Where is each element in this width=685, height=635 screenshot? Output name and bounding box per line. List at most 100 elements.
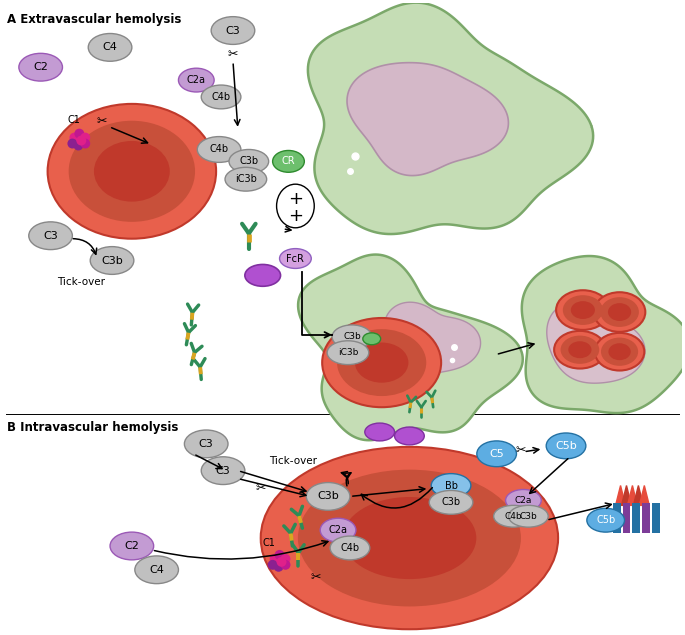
Text: C3b: C3b — [519, 512, 537, 521]
Ellipse shape — [29, 222, 73, 250]
Text: C2: C2 — [125, 541, 139, 551]
Text: Bb: Bb — [445, 481, 458, 490]
Ellipse shape — [601, 338, 638, 366]
Ellipse shape — [432, 474, 471, 497]
Text: CR: CR — [282, 156, 295, 166]
Ellipse shape — [355, 342, 408, 383]
Ellipse shape — [429, 490, 473, 514]
Text: C5: C5 — [489, 449, 504, 459]
Polygon shape — [634, 486, 643, 505]
Text: C3b: C3b — [101, 255, 123, 265]
Polygon shape — [616, 486, 625, 505]
Ellipse shape — [342, 497, 476, 579]
Ellipse shape — [261, 447, 558, 629]
Text: C3b: C3b — [239, 156, 258, 166]
Ellipse shape — [94, 141, 170, 202]
Polygon shape — [347, 63, 508, 176]
Ellipse shape — [90, 246, 134, 274]
Circle shape — [273, 562, 284, 572]
Circle shape — [275, 550, 284, 560]
Ellipse shape — [201, 457, 245, 485]
Ellipse shape — [19, 53, 62, 81]
Polygon shape — [639, 486, 649, 505]
Ellipse shape — [88, 34, 132, 61]
Ellipse shape — [320, 518, 356, 542]
Polygon shape — [547, 302, 645, 383]
Text: Tick-over: Tick-over — [58, 277, 105, 287]
Ellipse shape — [225, 168, 266, 191]
Ellipse shape — [327, 341, 369, 364]
Ellipse shape — [201, 85, 241, 109]
Ellipse shape — [273, 150, 304, 172]
Text: iC3b: iC3b — [235, 174, 257, 184]
Circle shape — [67, 138, 77, 149]
Text: C4b: C4b — [340, 543, 360, 553]
Ellipse shape — [135, 556, 179, 584]
Text: ✂: ✂ — [310, 572, 321, 584]
Polygon shape — [522, 256, 685, 413]
Text: FcR: FcR — [286, 253, 304, 264]
Text: C4: C4 — [149, 565, 164, 575]
Polygon shape — [298, 255, 523, 440]
Ellipse shape — [197, 137, 241, 163]
Circle shape — [281, 560, 290, 570]
Text: +: + — [288, 190, 303, 208]
Polygon shape — [384, 302, 481, 373]
Ellipse shape — [595, 333, 645, 371]
Text: ✂: ✂ — [97, 115, 108, 128]
Text: C3: C3 — [225, 25, 240, 36]
Text: C4b: C4b — [212, 92, 231, 102]
Text: A Extravascular hemolysis: A Extravascular hemolysis — [7, 13, 182, 25]
Polygon shape — [308, 3, 593, 234]
Text: C3: C3 — [199, 439, 214, 449]
Text: ✂: ✂ — [515, 444, 525, 457]
Text: C5b: C5b — [555, 441, 577, 451]
Text: C1: C1 — [263, 538, 275, 548]
Ellipse shape — [184, 430, 228, 458]
Ellipse shape — [508, 505, 548, 527]
Text: B Intravascular hemolysis: B Intravascular hemolysis — [7, 421, 178, 434]
Ellipse shape — [563, 295, 603, 325]
Ellipse shape — [332, 325, 372, 349]
Ellipse shape — [322, 318, 441, 407]
Ellipse shape — [211, 17, 255, 44]
Text: C3: C3 — [43, 231, 58, 241]
Text: C3b: C3b — [441, 497, 460, 507]
Text: C4b: C4b — [505, 512, 522, 521]
Bar — [643, 504, 650, 533]
Ellipse shape — [569, 341, 592, 358]
Text: Tick-over: Tick-over — [269, 456, 316, 465]
Circle shape — [76, 136, 86, 145]
Ellipse shape — [363, 333, 381, 345]
Text: C3b: C3b — [343, 332, 361, 342]
Ellipse shape — [477, 441, 516, 467]
Bar — [612, 504, 621, 533]
Ellipse shape — [600, 297, 639, 327]
Text: C3b: C3b — [317, 491, 339, 502]
Ellipse shape — [556, 290, 610, 330]
Circle shape — [277, 557, 286, 567]
Ellipse shape — [395, 427, 424, 445]
Circle shape — [281, 554, 290, 564]
Ellipse shape — [277, 184, 314, 228]
Circle shape — [80, 138, 90, 149]
Ellipse shape — [330, 536, 370, 560]
Bar — [623, 504, 630, 533]
Ellipse shape — [546, 433, 586, 458]
Text: C2: C2 — [34, 62, 48, 72]
Circle shape — [268, 560, 277, 570]
Text: C4: C4 — [103, 43, 118, 52]
Text: C2a: C2a — [329, 525, 347, 535]
Ellipse shape — [229, 149, 269, 173]
Text: C5b: C5b — [596, 515, 615, 525]
Polygon shape — [621, 486, 632, 505]
Ellipse shape — [554, 331, 606, 368]
Text: C2a: C2a — [514, 496, 532, 505]
Ellipse shape — [587, 508, 625, 532]
Text: C1: C1 — [67, 115, 80, 124]
Circle shape — [69, 133, 79, 142]
Ellipse shape — [571, 301, 595, 319]
Ellipse shape — [306, 483, 350, 511]
Ellipse shape — [594, 292, 645, 332]
Bar — [632, 504, 640, 533]
